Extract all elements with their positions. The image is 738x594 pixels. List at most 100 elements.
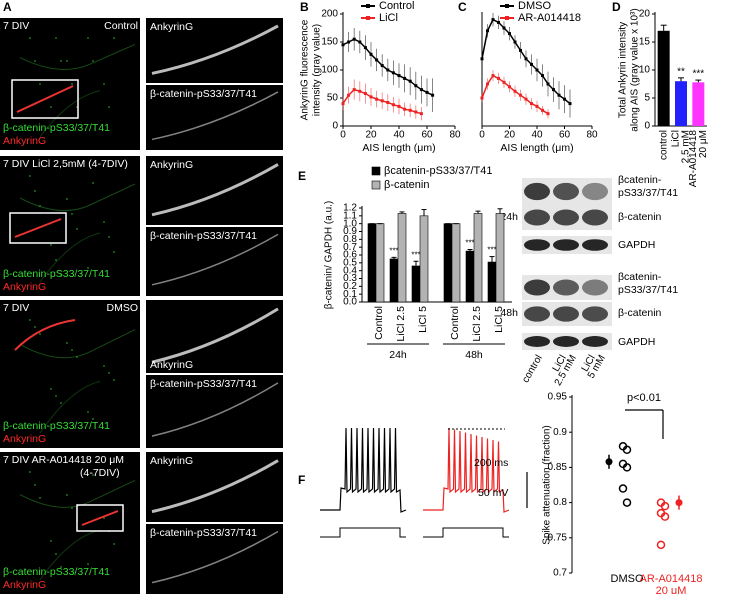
- label: β-catenin-pS33/37/T41: [3, 420, 110, 432]
- y-tick-label: 0.5: [343, 257, 357, 268]
- label: AnkyrinG: [150, 21, 193, 33]
- legend-swatch: [371, 180, 381, 190]
- category-label: AR-A014418: [640, 573, 703, 585]
- label: β-catenin-pS33/37/T41: [150, 88, 257, 100]
- category-label: Control: [449, 306, 461, 340]
- y-tick-label: 150: [321, 37, 338, 48]
- puncta: [50, 244, 52, 246]
- merge-image: [0, 300, 140, 448]
- point: [358, 89, 362, 93]
- y-tick-label: 0.9: [553, 427, 567, 438]
- y-tick-label: 0.0: [343, 297, 357, 308]
- point: [660, 501, 670, 511]
- blot-band: [553, 239, 579, 251]
- ais-gray: [151, 459, 279, 514]
- y-axis-label: AnkyrinG fluorescence: [300, 19, 311, 120]
- point: [524, 97, 528, 101]
- point: [508, 32, 511, 36]
- category-label: 2.5 mM: [681, 130, 692, 163]
- point: [660, 512, 670, 521]
- point: [497, 20, 500, 24]
- point: [386, 100, 390, 104]
- category-label: control: [658, 130, 669, 160]
- catenin-image: [146, 227, 283, 296]
- point: [622, 463, 632, 472]
- point: [622, 498, 632, 507]
- panel-label: E: [298, 169, 306, 183]
- puncta: [92, 60, 94, 62]
- legend-label: LiCl: [379, 12, 398, 24]
- legend-swatch: [371, 166, 381, 176]
- panel-label: C: [458, 0, 467, 14]
- y-tick-label: 200: [321, 9, 338, 20]
- legend-label: β-catenin: [384, 179, 429, 191]
- blot-band: [582, 239, 608, 251]
- point: [341, 102, 345, 106]
- puncta: [108, 372, 110, 374]
- label: AnkyrinG: [3, 135, 46, 147]
- point: [347, 93, 351, 97]
- puncta: [50, 106, 52, 108]
- puncta: [113, 37, 115, 39]
- y-axis-label: Spike attenuation (fraction): [542, 425, 553, 545]
- point: [656, 540, 666, 550]
- x-tick-label: 20: [504, 130, 516, 141]
- point: [403, 107, 407, 111]
- bar: [367, 223, 377, 303]
- category-label: AR-A014418: [688, 130, 699, 188]
- point: [363, 92, 367, 96]
- band-label: GAPDH: [618, 239, 655, 251]
- category-label: 20 μM: [698, 130, 709, 158]
- point: [563, 97, 566, 101]
- puncta: [71, 83, 73, 85]
- inset-box: [76, 504, 124, 532]
- puncta: [55, 553, 57, 555]
- panel-label: A: [3, 0, 12, 14]
- puncta: [66, 342, 68, 344]
- significance: ***: [487, 246, 496, 255]
- point: [380, 64, 384, 68]
- label: AnkyrinG: [150, 159, 193, 171]
- y-tick-label: 1.1: [343, 210, 357, 221]
- legend-marker: [505, 16, 509, 20]
- y-tick-label: 1.2: [343, 203, 357, 214]
- point: [486, 29, 489, 33]
- bar: [675, 81, 687, 126]
- neurite: [39, 529, 101, 581]
- puncta: [34, 484, 36, 486]
- voltage-trace: [320, 427, 407, 513]
- puncta: [92, 182, 94, 184]
- puncta: [29, 471, 31, 473]
- puncta: [87, 563, 89, 565]
- label: 7 DIV LiCl 2,5mM (4-7DIV): [3, 158, 128, 170]
- category-label: DMSO: [611, 573, 644, 585]
- ais-gray: [151, 382, 279, 437]
- point: [535, 104, 539, 108]
- label: AnkyrinG: [150, 359, 193, 371]
- point: [519, 93, 522, 97]
- ankyrin-image: [146, 300, 283, 373]
- band-label: pS33/37/T41: [618, 187, 678, 199]
- category-label: LiCl 2.5: [395, 306, 407, 342]
- ais-gray: [151, 24, 279, 75]
- point: [508, 85, 511, 89]
- mean: [605, 458, 613, 466]
- point: [502, 80, 506, 84]
- puncta: [39, 205, 41, 207]
- blot-band: [582, 336, 608, 347]
- x-tick-label: 60: [421, 130, 433, 141]
- ankyrin-image: [146, 156, 283, 225]
- point: [502, 26, 506, 30]
- point: [341, 43, 345, 47]
- point: [497, 76, 500, 80]
- x-tick-label: 60: [559, 130, 571, 141]
- puncta: [76, 356, 78, 358]
- puncta: [71, 507, 73, 509]
- inset-box: [11, 79, 79, 119]
- significance: ***: [389, 246, 398, 255]
- blot-band: [582, 209, 608, 226]
- label: β-catenin-pS33/37/T41: [3, 122, 110, 134]
- merge-image: [0, 156, 140, 296]
- band-label: pS33/37/T41: [618, 284, 678, 296]
- blot-band: [582, 182, 608, 201]
